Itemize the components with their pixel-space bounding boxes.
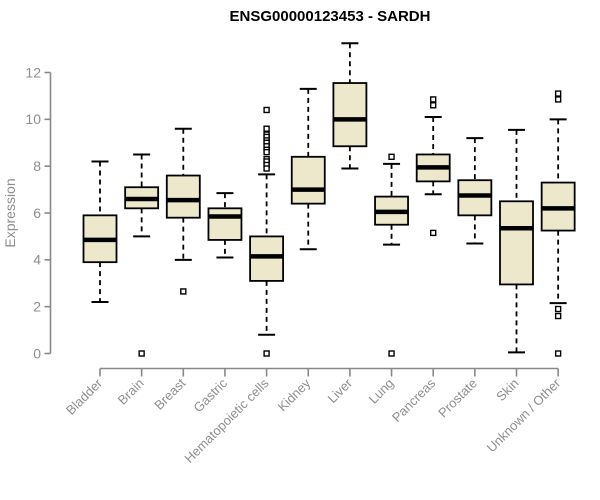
- iqr-box: [165, 174, 201, 219]
- iqr-box: [499, 200, 534, 286]
- x-category-label: Prostate: [435, 376, 480, 421]
- x-category-label: Bladder: [63, 375, 106, 418]
- box-unknown-other: [540, 90, 576, 357]
- outlier-point: [263, 125, 270, 132]
- outlier-point: [430, 102, 437, 109]
- iqr-box: [332, 82, 368, 148]
- outlier-point: [263, 148, 270, 156]
- outlier-point: [263, 106, 270, 114]
- x-category-label: Gastric: [190, 375, 230, 415]
- iqr-box: [457, 179, 493, 217]
- x-category-label: Kidney: [275, 375, 314, 414]
- y-axis: 0 2 4 6 8 10 12: [25, 64, 52, 361]
- box-breast: [165, 127, 201, 295]
- outlier-point: [430, 229, 437, 237]
- outlier-point: [180, 288, 187, 295]
- outlier-point: [554, 312, 562, 320]
- y-tick-label: 4: [33, 252, 41, 268]
- y-tick-label: 8: [33, 158, 41, 174]
- outlier-point: [554, 96, 562, 103]
- outlier-point: [554, 305, 562, 313]
- box-pancreas: [415, 96, 451, 237]
- box-hematopoietic-cells: [249, 106, 285, 357]
- x-category-label: Lung: [366, 376, 397, 407]
- x-category-label: Liver: [324, 375, 355, 406]
- y-tick-label: 6: [33, 205, 41, 221]
- y-tick-label: 10: [25, 111, 41, 127]
- outlier-point: [554, 350, 562, 357]
- x-category-label: Breast: [151, 375, 188, 412]
- y-tick-label: 0: [33, 345, 41, 361]
- outlier-point: [263, 165, 270, 172]
- box-liver: [332, 42, 368, 170]
- chart-title: ENSG00000123453 - SARDH: [230, 8, 431, 25]
- box-brain: [124, 153, 160, 357]
- y-tick-label: 2: [33, 299, 41, 315]
- box-lung: [374, 153, 409, 357]
- box-bladder: [82, 160, 118, 303]
- x-category-label: Brain: [115, 376, 147, 408]
- box-kidney: [290, 87, 326, 251]
- x-category-label: Skin: [493, 376, 521, 404]
- y-axis-label: Expression: [2, 178, 18, 247]
- iqr-box: [207, 207, 243, 241]
- box-gastric: [207, 192, 243, 259]
- iqr-box: [249, 235, 285, 282]
- outlier-point: [138, 350, 145, 357]
- box-prostate: [457, 137, 493, 245]
- outlier-point: [430, 96, 437, 103]
- x-category-label: Unknown / Other: [484, 375, 564, 455]
- y-tick-label: 12: [25, 64, 41, 80]
- box-skin: [499, 128, 534, 354]
- x-category-label: Pancreas: [389, 375, 439, 425]
- outlier-point: [388, 153, 395, 161]
- outlier-point: [388, 350, 395, 357]
- outlier-point: [554, 90, 562, 97]
- iqr-box: [290, 155, 326, 205]
- outlier-point: [263, 350, 270, 357]
